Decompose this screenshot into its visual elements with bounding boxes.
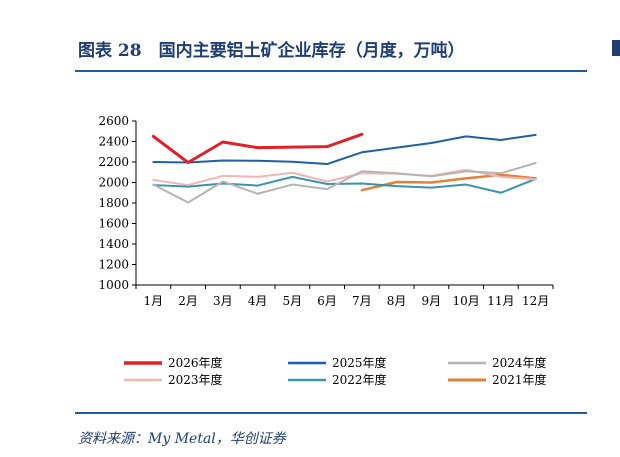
y-tick-label: 2600	[98, 114, 129, 128]
x-tick-label: 6月	[317, 294, 337, 308]
y-tick-label: 1400	[98, 237, 129, 251]
y-tick-label: 2200	[98, 155, 129, 169]
x-tick-label: 9月	[422, 294, 442, 308]
y-tick-label: 1000	[98, 278, 129, 292]
x-tick-label: 2月	[178, 294, 198, 308]
x-tick-label: 1月	[144, 294, 164, 308]
legend-label-2022: 2022年度	[332, 372, 387, 387]
x-tick-label: 8月	[387, 294, 407, 308]
legend-label-2024: 2024年度	[492, 355, 547, 370]
x-tick-label: 11月	[487, 294, 514, 308]
y-tick-label: 1600	[98, 217, 129, 231]
y-tick-label: 1200	[98, 258, 129, 272]
source-note: 资料来源：My Metal，华创证券	[78, 431, 286, 447]
chart-title: 图表 28 国内主要铝土矿企业库存（月度，万吨）	[78, 41, 465, 61]
y-tick-label: 2000	[98, 176, 129, 190]
x-tick-label: 10月	[452, 294, 479, 308]
adjacent-panel-edge	[612, 40, 620, 56]
series-2021-line	[360, 173, 537, 192]
x-tick-label: 3月	[213, 294, 233, 308]
legend-label-2025: 2025年度	[332, 355, 387, 370]
title-rule	[75, 70, 587, 72]
series-2025-line	[152, 133, 537, 166]
y-tick-label: 1800	[98, 196, 129, 210]
x-tick-label: 7月	[352, 294, 372, 308]
x-tick-label: 4月	[248, 294, 268, 308]
y-tick-label: 2400	[98, 135, 129, 149]
chart-series	[151, 132, 537, 204]
series-2026-line	[151, 132, 364, 165]
chart-legend: 2026年度 2025年度 2024年度 2023年度 2022年度 2021年度	[124, 355, 547, 387]
series-2024-line	[152, 162, 537, 204]
legend-label-2021: 2021年度	[492, 372, 547, 387]
legend-label-2026: 2026年度	[168, 355, 223, 370]
legend-label-2023: 2023年度	[168, 372, 223, 387]
footer-rule	[75, 412, 587, 414]
x-tick-label: 12月	[522, 294, 549, 308]
x-tick-label: 5月	[283, 294, 303, 308]
chart-axes: 1000 1200 1400 1600 1800 2000 2200 2400 2600 1月 2月…	[98, 114, 554, 308]
